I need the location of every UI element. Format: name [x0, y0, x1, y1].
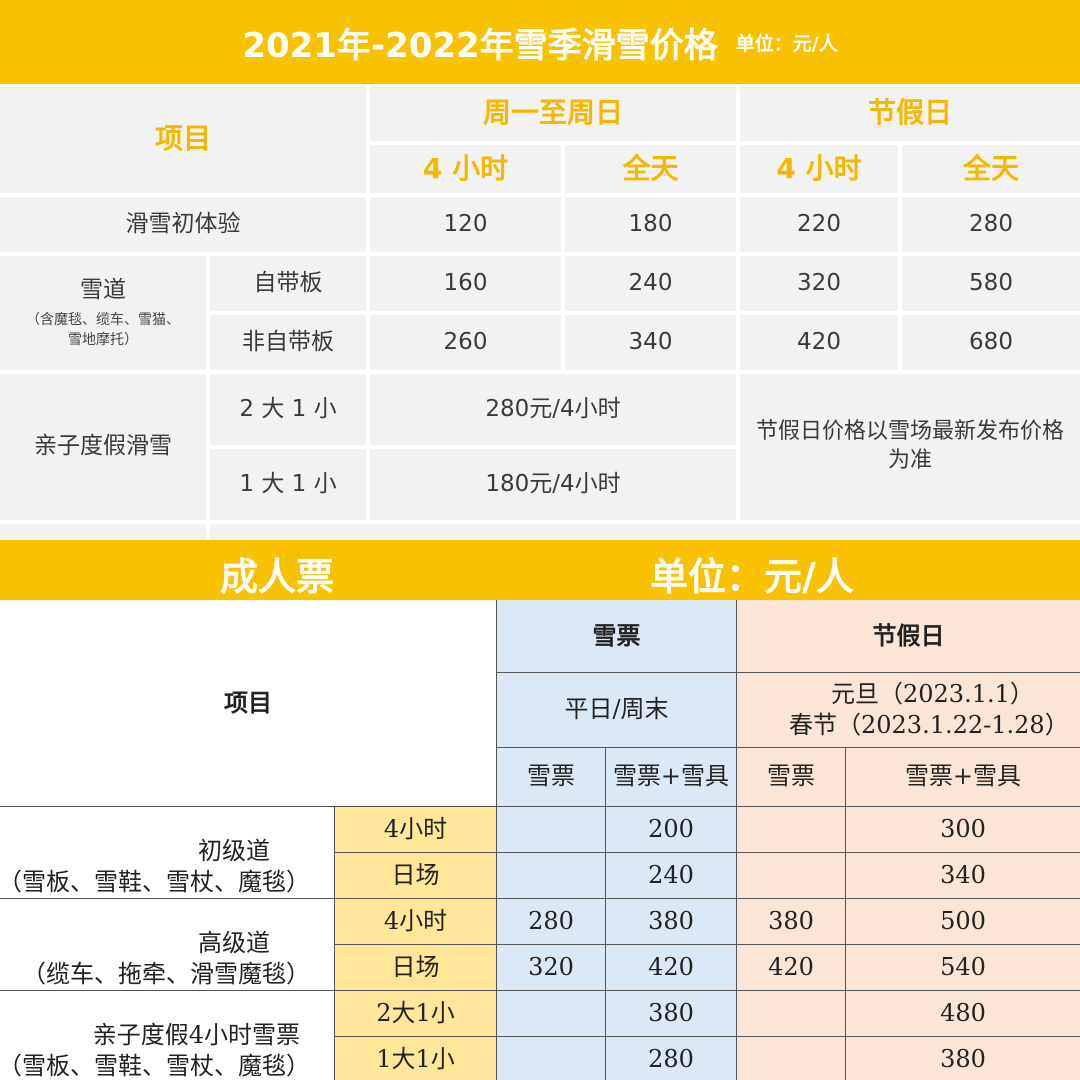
row-beginner-label-cell: 初级道 （雪板、雪鞋、雪杖、魔毯） — [0, 807, 335, 899]
row-cut-off — [0, 524, 206, 540]
cell-price: 380 — [606, 991, 737, 1037]
header-ticket-gear: 雪票+雪具 — [606, 748, 737, 807]
cell-price: 340 — [565, 315, 736, 370]
cell-price: 240 — [565, 256, 736, 311]
header-ticket-group: 雪票 — [497, 600, 737, 673]
header-item: 项目 — [0, 86, 366, 193]
cell-price: 300 — [846, 807, 1080, 853]
cell-price: 120 — [370, 197, 561, 252]
header-weekday-4h: 4 小时 — [370, 145, 561, 193]
row-slope-note-line2: 雪地摩托） — [68, 331, 138, 348]
adult-ticket-title-bar: 成人票 单位：元/人 — [0, 540, 1080, 600]
duration-cell: 1大1小 — [335, 1037, 497, 1080]
cell-price: 280 — [902, 197, 1080, 252]
cell-price — [737, 853, 846, 899]
header-spring-festival: 春节（2023.1.22-1.28） — [789, 711, 1069, 739]
season-price-title-bar: 2021年-2022年雪季滑雪价格 单位：元/人 — [0, 0, 1080, 84]
header-holiday-ticket-gear: 雪票+雪具 — [846, 748, 1080, 807]
row-family-note: （雪板、雪鞋、雪杖、魔毯） — [0, 1051, 310, 1080]
cell-price: 280 — [497, 899, 606, 945]
cell-price: 200 — [606, 807, 737, 853]
duration-cell: 日场 — [335, 945, 497, 991]
row-slope-note-line1: （含魔毯、缆车、雪猫、 — [26, 311, 180, 328]
duration-cell: 4小时 — [335, 899, 497, 945]
season-price-title: 2021年-2022年雪季滑雪价格 — [242, 25, 718, 66]
cell-price: 220 — [740, 197, 898, 252]
cell-price: 540 — [846, 945, 1080, 991]
row-family-2-1-price: 280元/4小时 — [370, 374, 736, 445]
header-holiday-4h: 4 小时 — [740, 145, 898, 193]
duration-cell: 2大1小 — [335, 991, 497, 1037]
cell-price — [737, 991, 846, 1037]
cell-price — [497, 853, 606, 899]
cell-price: 380 — [737, 899, 846, 945]
cell-price: 180 — [565, 197, 736, 252]
cell-price: 240 — [606, 853, 737, 899]
cell-price: 280 — [606, 1037, 737, 1080]
row-family-label: 亲子度假4小时雪票 — [92, 1020, 300, 1049]
cell-price: 320 — [497, 945, 606, 991]
row-slope-note: （含魔毯、缆车、雪猫、 雪地摩托） — [26, 310, 180, 351]
cell-price: 500 — [846, 899, 1080, 945]
cell-price: 340 — [846, 853, 1080, 899]
header-holiday-group: 节假日 — [740, 86, 1080, 141]
cell-price: 160 — [370, 256, 561, 311]
duration-cell: 日场 — [335, 853, 497, 899]
header-holiday-fullday: 全天 — [902, 145, 1080, 193]
adult-ticket-unit: 单位：元/人 — [650, 554, 854, 599]
row-family-2-1-label: 2 大 1 小 — [210, 374, 366, 445]
row-advanced-note: （缆车、拖牵、滑雪魔毯） — [22, 959, 310, 988]
row-beginner-label: 初级道 — [198, 836, 270, 865]
row-slope-label: 雪道 — [80, 276, 126, 303]
cell-price: 420 — [606, 945, 737, 991]
adult-ticket-title: 成人票 — [220, 554, 335, 599]
cell-price: 480 — [846, 991, 1080, 1037]
row-own-board-label: 自带板 — [210, 256, 366, 311]
header-holiday-group: 节假日 — [737, 600, 1080, 673]
cell-price — [737, 1037, 846, 1080]
row-family-label: 亲子度假滑雪 — [0, 374, 206, 520]
row-advanced-label-cell: 高级道 （缆车、拖牵、滑雪魔毯） — [0, 899, 335, 991]
row-no-board-label: 非自带板 — [210, 315, 366, 370]
row-family-1-1-label: 1 大 1 小 — [210, 449, 366, 520]
season-price-unit: 单位：元/人 — [735, 32, 838, 55]
row-beginner-label: 滑雪初体验 — [0, 197, 366, 252]
header-holiday-dates: 元旦（2023.1.1） 春节（2023.1.22-1.28） — [737, 673, 1080, 748]
season-price-table: 2021年-2022年雪季滑雪价格 单位：元/人 项目 周一至周日 节假日 4 … — [0, 0, 1080, 540]
row-slope-label-cell: 雪道 （含魔毯、缆车、雪猫、 雪地摩托） — [0, 256, 206, 370]
row-family-1-1-price: 180元/4小时 — [370, 449, 736, 520]
header-weekday-fullday: 全天 — [565, 145, 736, 193]
row-advanced-label: 高级道 — [198, 928, 270, 957]
cell-price — [497, 807, 606, 853]
row-family-holiday-note: 节假日价格以雪场最新发布价格为准 — [740, 374, 1080, 520]
header-holiday-ticket: 雪票 — [737, 748, 846, 807]
adult-ticket-table: 成人票 单位：元/人 项目 雪票 节假日 平日/周末 元旦（2023.1.1） … — [0, 540, 1080, 1080]
row-cut-off — [210, 524, 1080, 540]
cell-price: 260 — [370, 315, 561, 370]
row-beginner-note: （雪板、雪鞋、雪杖、魔毯） — [0, 867, 310, 896]
cell-price: 380 — [846, 1037, 1080, 1080]
cell-price: 320 — [740, 256, 898, 311]
cell-price — [497, 1037, 606, 1080]
cell-price: 420 — [740, 315, 898, 370]
header-new-year: 元旦（2023.1.1） — [831, 679, 1034, 708]
cell-price: 420 — [737, 945, 846, 991]
cell-price: 380 — [606, 899, 737, 945]
cell-price: 580 — [902, 256, 1080, 311]
row-family-label-cell: 亲子度假4小时雪票 （雪板、雪鞋、雪杖、魔毯） — [0, 991, 335, 1080]
header-weekday-group: 周一至周日 — [370, 86, 736, 141]
duration-cell: 4小时 — [335, 807, 497, 853]
cell-price: 680 — [902, 315, 1080, 370]
header-weekday-weekend: 平日/周末 — [497, 673, 737, 748]
cell-price — [497, 991, 606, 1037]
cell-price — [737, 807, 846, 853]
header-item: 项目 — [0, 600, 497, 807]
header-ticket: 雪票 — [497, 748, 606, 807]
